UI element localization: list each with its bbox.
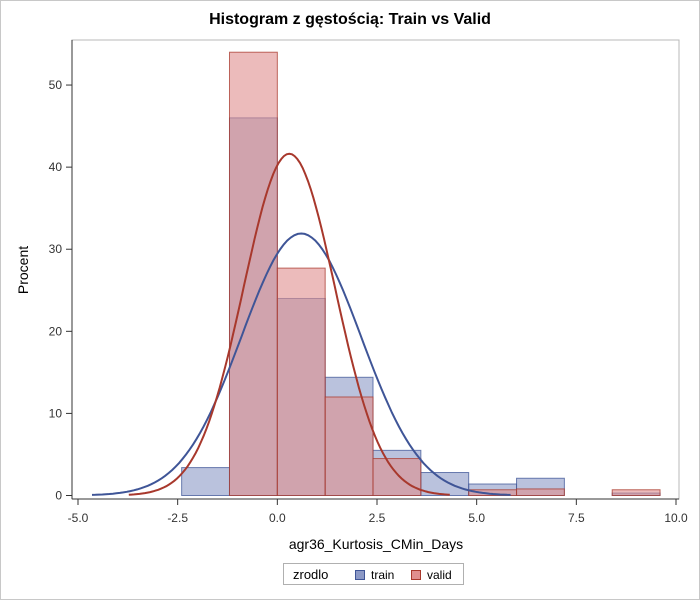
- plot-area: [71, 39, 680, 500]
- bar-valid-2: [276, 267, 326, 496]
- y-axis-label: Procent: [15, 246, 31, 294]
- legend-title: zrodlo: [293, 567, 329, 582]
- x-tick-label: 5.0: [468, 511, 485, 525]
- legend-swatch-train: [355, 570, 365, 580]
- y-tick-label: 0: [55, 489, 62, 503]
- legend-label-train: train: [371, 568, 395, 582]
- y-tick-label: 20: [49, 324, 63, 338]
- bar-valid-7: [516, 488, 565, 497]
- x-tick-label: -5.0: [68, 511, 89, 525]
- bar-train-0: [181, 467, 230, 496]
- x-axis-label: agr36_Kurtosis_CMin_Days: [289, 536, 463, 552]
- x-tick-label: 0.0: [269, 511, 286, 525]
- y-tick-label: 10: [49, 406, 63, 420]
- bars-layer: [181, 51, 661, 497]
- bar-valid-1: [228, 51, 278, 497]
- legend-item-valid: valid: [411, 568, 452, 582]
- axes: -5.0 -2.5 0.0 2.5 5.0 7.5 10.0 0 10 20 30 40 50: [49, 40, 688, 525]
- x-tick-label: -2.5: [167, 511, 188, 525]
- density-curves: [91, 152, 511, 496]
- legend-item-train: train: [355, 568, 394, 582]
- legend: zrodlo train valid: [283, 563, 464, 585]
- chart-title: Histogram z gęstością: Train vs Valid: [209, 11, 491, 28]
- density-curve-valid: [128, 152, 450, 496]
- y-tick-label: 30: [49, 242, 63, 256]
- bar-valid-3: [324, 396, 374, 496]
- x-tick-label: 7.5: [568, 511, 585, 525]
- y-tick-label: 50: [49, 78, 63, 92]
- legend-label-valid: valid: [427, 568, 452, 582]
- y-tick-label: 40: [49, 160, 63, 174]
- bar-valid-4: [372, 458, 422, 496]
- x-tick-label: 10.0: [664, 511, 688, 525]
- legend-swatch-valid: [411, 570, 421, 580]
- density-curve-train: [91, 232, 511, 496]
- x-tick-label: 2.5: [369, 511, 386, 525]
- bar-valid-9: [611, 489, 661, 496]
